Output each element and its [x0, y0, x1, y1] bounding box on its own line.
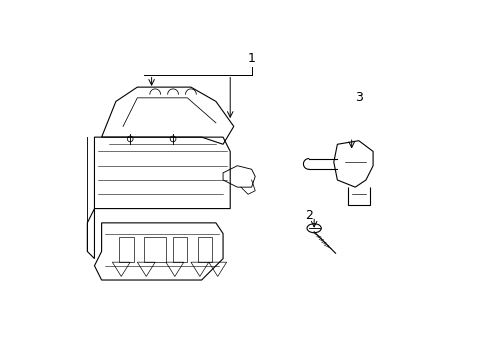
Text: 3: 3: [354, 91, 362, 104]
Text: 2: 2: [304, 209, 312, 222]
Text: 1: 1: [247, 52, 255, 65]
